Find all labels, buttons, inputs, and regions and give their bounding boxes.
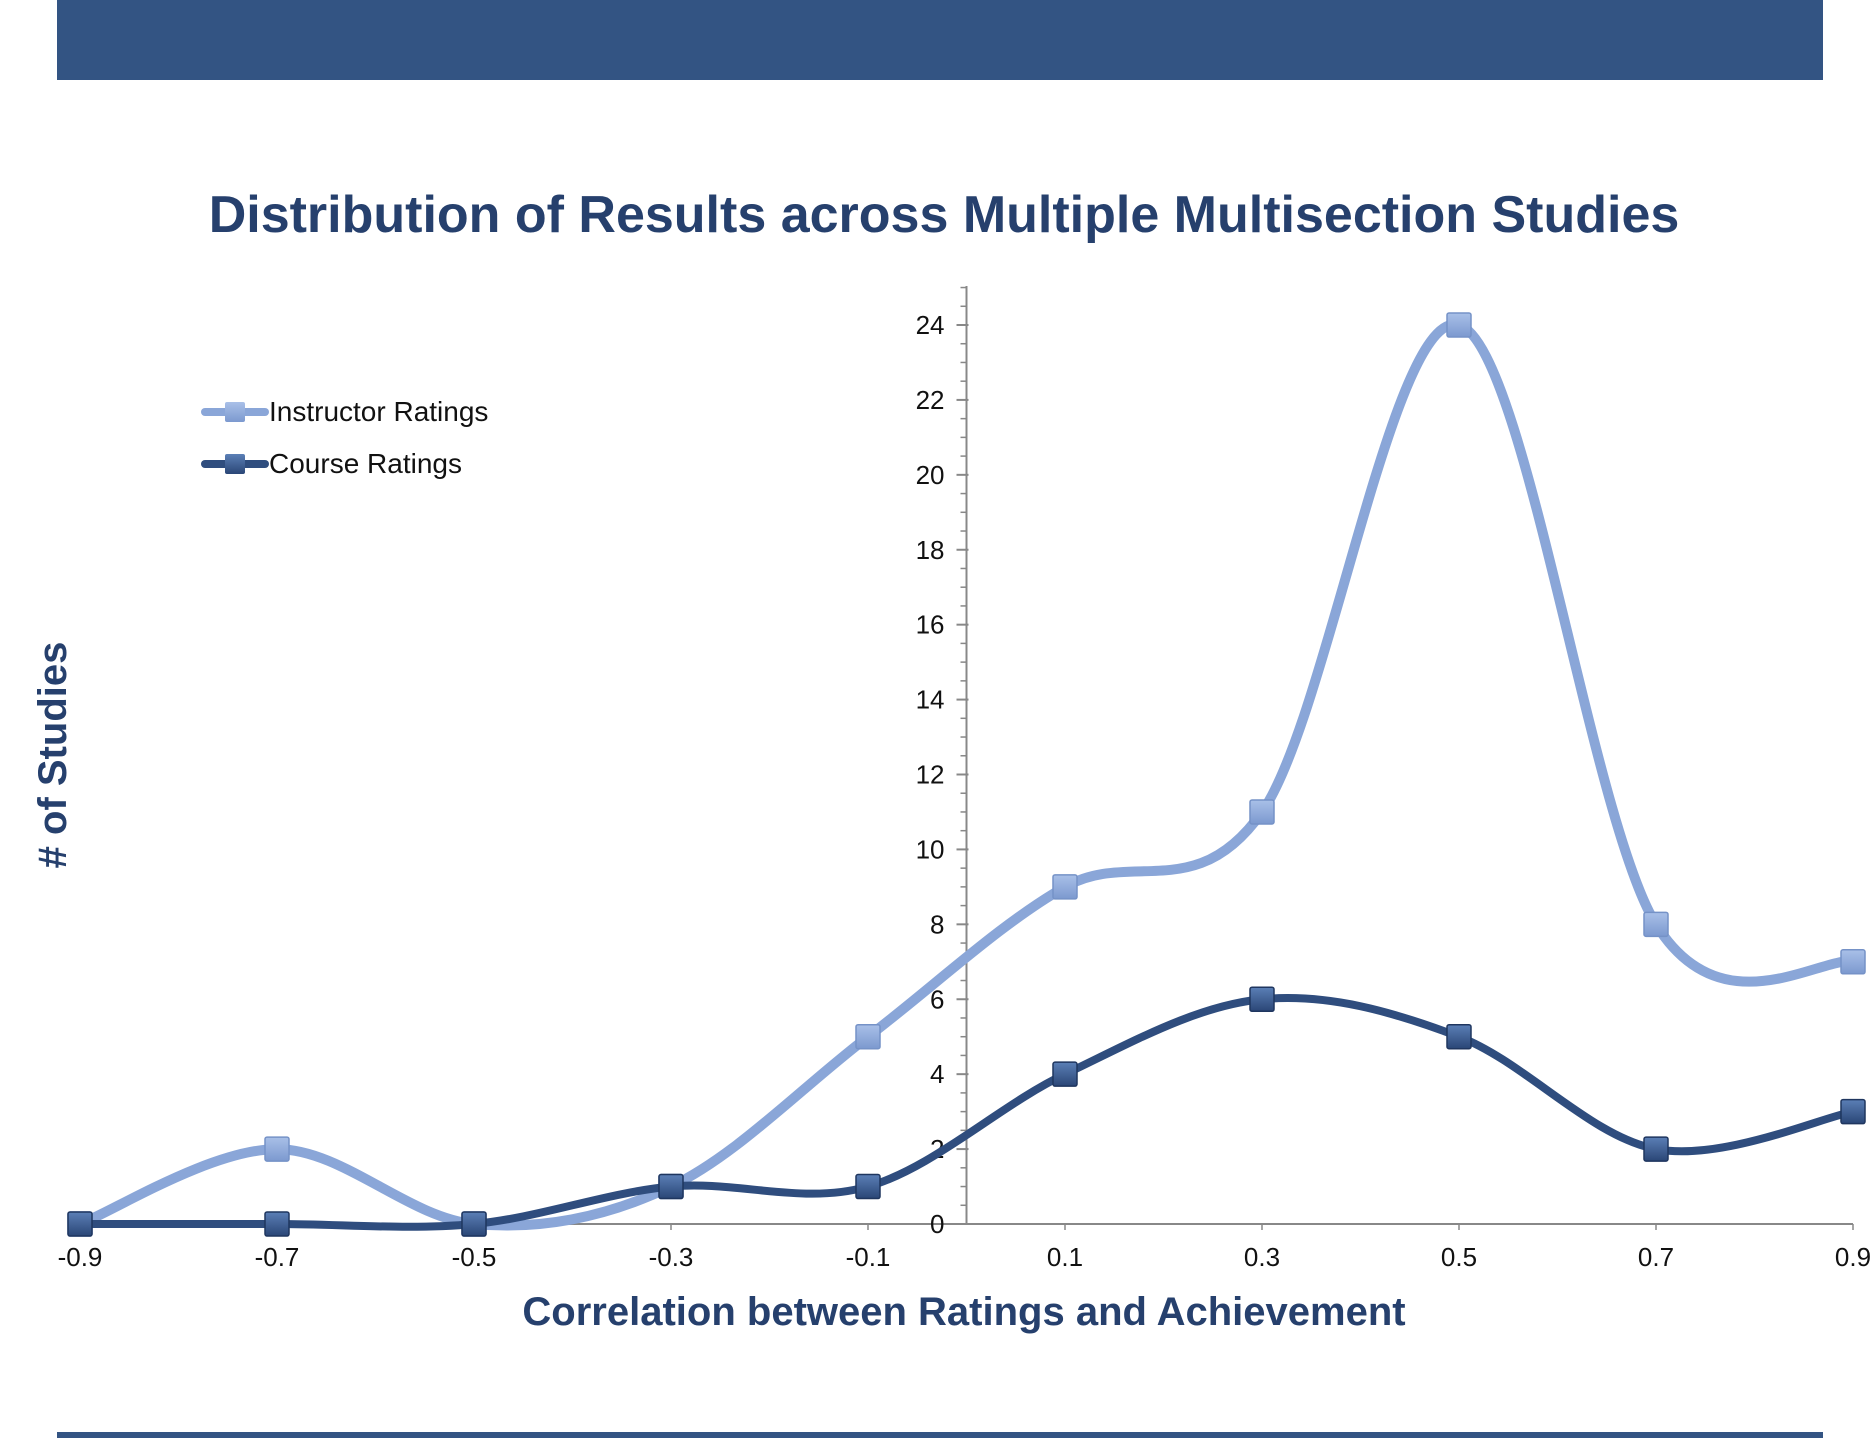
series-line (76, 994, 1857, 1231)
y-tick-label: 0 (930, 1209, 944, 1239)
x-tick-label: 0.5 (1441, 1242, 1477, 1272)
y-tick-label: 10 (916, 834, 945, 864)
data-point (855, 1173, 881, 1200)
data-point (1446, 312, 1472, 338)
y-tick-label: 16 (916, 610, 945, 640)
data-point (264, 1136, 290, 1162)
footer-rule (57, 1432, 1823, 1438)
data-point (1052, 1061, 1078, 1087)
data-point (658, 1173, 684, 1200)
data-point (67, 1211, 93, 1237)
y-tick-label: 4 (930, 1059, 944, 1089)
x-tick-label: 0.3 (1244, 1242, 1280, 1272)
legend-label: Course Ratings (269, 448, 462, 479)
x-tick-label: -0.1 (846, 1242, 891, 1272)
y-tick-label: 22 (916, 385, 945, 415)
x-tick-label: 0.7 (1638, 1242, 1674, 1272)
legend-item: Course Ratings (201, 448, 462, 479)
data-point (1643, 911, 1669, 938)
y-tick-label: 8 (930, 909, 944, 939)
series-layer (67, 312, 1866, 1237)
y-tick-label: 6 (930, 984, 944, 1014)
y-tick-label: 24 (916, 310, 945, 340)
y-tick-label: 20 (916, 460, 945, 490)
x-tick-label: -0.3 (649, 1242, 694, 1272)
data-point (1446, 1023, 1472, 1050)
series-course-ratings (67, 986, 1866, 1237)
data-point (1052, 874, 1078, 900)
x-tick-label: -0.9 (58, 1242, 103, 1272)
x-axis-label: Correlation between Ratings and Achievem… (522, 1290, 1405, 1334)
legend-marker (225, 454, 245, 474)
data-point (1249, 986, 1275, 1012)
chart-title: Distribution of Results across Multiple … (209, 186, 1680, 244)
legend-label: Instructor Ratings (269, 396, 488, 427)
data-point (855, 1023, 881, 1050)
x-tick-label: -0.5 (452, 1242, 497, 1272)
data-point (1249, 799, 1275, 825)
x-tick-label: 0.1 (1047, 1242, 1083, 1272)
series-line (75, 319, 1858, 1231)
data-point (1840, 949, 1866, 975)
y-tick-label: 18 (916, 535, 945, 565)
y-axis-label: # of Studies (31, 642, 75, 869)
header-band (57, 0, 1823, 80)
data-point (264, 1211, 290, 1237)
y-tick-label: 14 (916, 685, 945, 715)
legend-item: Instructor Ratings (201, 396, 488, 427)
y-tick-label: 12 (916, 760, 945, 790)
x-tick-label: -0.7 (255, 1242, 300, 1272)
data-point (1643, 1136, 1669, 1162)
data-point (461, 1211, 487, 1237)
x-tick-label: 0.9 (1835, 1242, 1871, 1272)
legend-marker (225, 402, 245, 422)
legend: Instructor Ratings Course Ratings (201, 396, 488, 479)
data-point (1840, 1098, 1866, 1125)
